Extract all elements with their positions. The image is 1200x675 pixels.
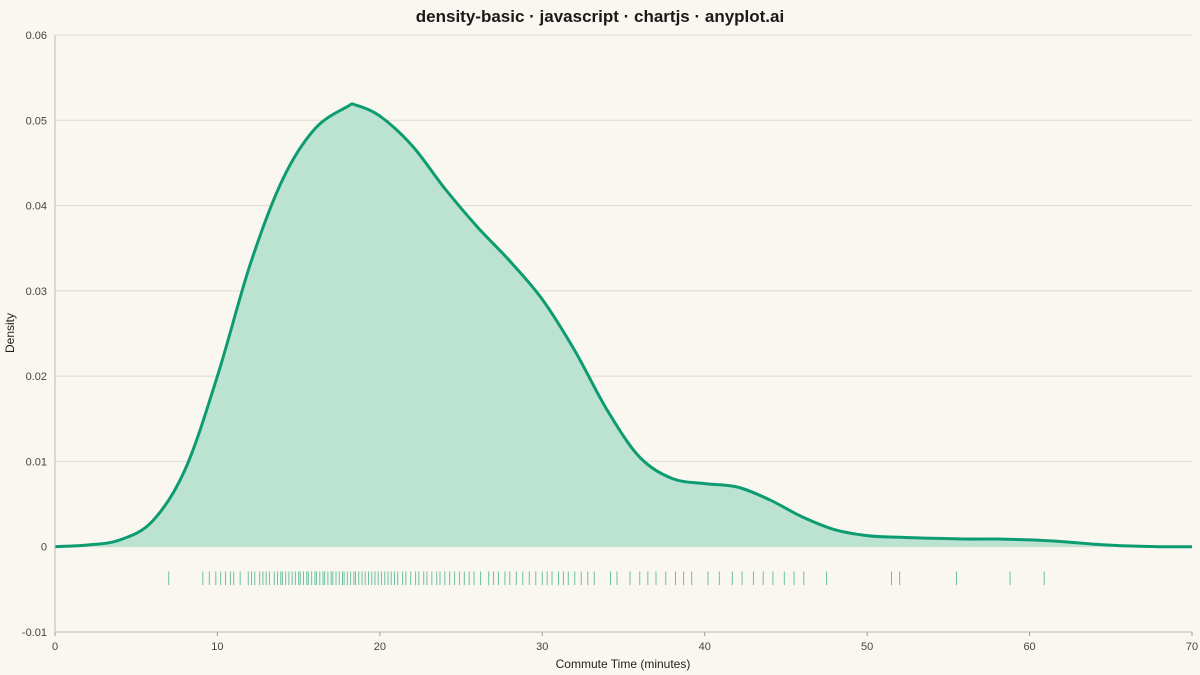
y-tick-label: 0.06 xyxy=(26,30,47,42)
y-tick-label: -0.01 xyxy=(22,627,47,639)
y-tick-label: 0.03 xyxy=(26,286,47,298)
axes: -0.01 0 0.01 0.02 0.03 0.04 0.05 0.06 0 10 20 30 40 5… xyxy=(22,30,1198,653)
y-tick-label: 0.02 xyxy=(26,371,47,383)
chart-title: density-basic · javascript · chartjs · a… xyxy=(416,7,784,26)
density-line xyxy=(54,102,1193,549)
x-tick-label: 10 xyxy=(211,641,223,653)
x-tick-label: 0 xyxy=(52,641,58,653)
y-tick-label: 0.05 xyxy=(26,115,47,127)
y-tick-label: 0.01 xyxy=(26,456,47,468)
y-axis-label: Density xyxy=(3,313,17,353)
x-tick-label: 60 xyxy=(1023,641,1035,653)
x-tick-label: 40 xyxy=(699,641,711,653)
x-tick-label: 20 xyxy=(374,641,386,653)
density-fill xyxy=(55,103,1192,547)
y-tick-label: 0.04 xyxy=(26,201,47,213)
density-area xyxy=(54,102,1193,549)
x-axis-label: Commute Time (minutes) xyxy=(556,657,691,671)
x-tick-label: 30 xyxy=(536,641,548,653)
rug-plot xyxy=(168,571,1045,586)
x-tick-label: 50 xyxy=(861,641,873,653)
y-tick-label: 0 xyxy=(41,542,47,554)
x-tick-label: 70 xyxy=(1186,641,1198,653)
